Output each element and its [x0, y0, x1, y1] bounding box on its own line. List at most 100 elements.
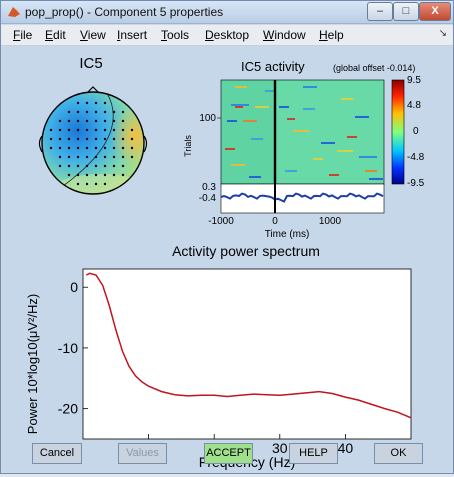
erp-xtick-0: 0: [272, 216, 278, 227]
menu-insert[interactable]: Insert: [117, 28, 147, 42]
electrode-dot: [58, 146, 62, 150]
electrode-dot: [94, 155, 98, 159]
electrode-dot: [94, 128, 98, 132]
electrode-dot: [94, 173, 98, 177]
electrode-dot: [103, 173, 107, 177]
electrode-dot: [85, 173, 89, 177]
menu-tools[interactable]: Tools: [161, 28, 189, 42]
menu-overflow-icon[interactable]: ↘: [438, 28, 447, 39]
electrode-dot: [130, 128, 134, 132]
erp-image-stripe: [337, 150, 353, 152]
electrode-dot: [85, 128, 89, 132]
psd-axes: 102030400-10-20: [58, 268, 412, 456]
menu-desktop[interactable]: Desktop: [205, 28, 249, 42]
erp-image-stripe: [303, 86, 317, 88]
electrode-dot: [67, 137, 71, 141]
minimize-button[interactable]: –: [367, 2, 393, 21]
accept-button[interactable]: ACCEPT: [204, 443, 253, 464]
erp-image-stripe: [321, 142, 335, 144]
colorbar-tick-min: -9.5: [407, 178, 425, 189]
erp-image-stripe: [293, 130, 309, 132]
erp-trace-tick-bottom: -0.4: [199, 193, 217, 204]
erp-image-stripe: [287, 118, 295, 120]
menu-insert-mnemonic: I: [117, 28, 121, 42]
electrode-dot: [58, 164, 62, 168]
psd-title: Activity power spectrum: [172, 243, 320, 259]
electrode-dot: [49, 146, 53, 150]
electrode-dot: [85, 101, 89, 105]
electrode-dot: [94, 101, 98, 105]
window-title: pop_prop() - Component 5 properties: [25, 5, 224, 19]
electrode-dot: [85, 164, 89, 168]
menu-file-mnemonic: F: [13, 28, 21, 42]
psd-ytick-label: -10: [58, 340, 78, 356]
erp-image-stripe: [303, 108, 315, 110]
electrode-dot: [67, 119, 71, 123]
help-button[interactable]: HELP: [289, 443, 338, 464]
electrode-dot: [112, 119, 116, 123]
electrode-dot: [94, 164, 98, 168]
electrode-dot: [76, 110, 80, 114]
menu-desktop-rest: esktop: [213, 28, 250, 42]
colorbar-tick-high: 4.8: [407, 100, 421, 111]
electrode-dot: [130, 146, 134, 150]
menu-window[interactable]: Window: [263, 28, 306, 42]
matlab-icon: [8, 7, 20, 17]
right-ear-icon: [143, 135, 148, 153]
erp-image-stripe: [231, 164, 245, 166]
menu-edit-mnemonic: E: [45, 28, 54, 42]
menu-desktop-mnemonic: D: [205, 28, 214, 42]
electrode-dot: [112, 164, 116, 168]
erp-xtick-1000: 1000: [319, 216, 342, 227]
close-button[interactable]: X: [419, 2, 451, 21]
electrode-dot: [67, 173, 71, 177]
electrode-dot: [112, 128, 116, 132]
menu-view[interactable]: View: [80, 28, 106, 42]
erp-image-stripe: [227, 120, 237, 122]
menu-help-rest: elp: [327, 28, 344, 42]
nose-icon: [86, 86, 100, 94]
electrode-dot: [112, 173, 116, 177]
electrode-dot: [103, 146, 107, 150]
ok-button[interactable]: OK: [374, 443, 423, 464]
electrode-dot: [94, 182, 98, 186]
electrode-dots: [49, 101, 134, 186]
erp-image-stripe: [235, 86, 247, 88]
colorbar-tick-max: 9.5: [407, 75, 421, 86]
electrode-dot: [76, 182, 80, 186]
erp-xtick-neg1000: -1000: [208, 216, 234, 227]
menu-help[interactable]: Help: [319, 28, 344, 42]
electrode-dot: [121, 155, 125, 159]
cancel-button[interactable]: Cancel: [32, 443, 82, 464]
figure-svg: IC5 IC5 activity (global offset -0.014) …: [25, 55, 425, 470]
electrode-dot: [112, 146, 116, 150]
electrode-dot: [58, 119, 62, 123]
erp-trace: [220, 183, 385, 214]
psd-series-line: [85, 272, 412, 419]
menu-edit[interactable]: Edit: [45, 28, 66, 42]
values-button[interactable]: Values: [118, 443, 167, 464]
menu-file[interactable]: File: [13, 28, 32, 42]
menu-edit-rest: dit: [53, 28, 66, 42]
maximize-button[interactable]: □: [393, 2, 419, 21]
psd-ytick-label: 0: [70, 279, 78, 295]
electrode-dot: [103, 137, 107, 141]
electrode-dot: [85, 146, 89, 150]
electrode-dot: [130, 155, 134, 159]
erp-image-stripe: [235, 106, 243, 108]
electrode-dot: [76, 119, 80, 123]
menu-bar: File Edit View Insert Tools Desktop Wind…: [1, 25, 453, 46]
electrode-dot: [103, 110, 107, 114]
electrode-dot: [49, 128, 53, 132]
erp-image-stripe: [355, 116, 369, 118]
electrode-dot: [112, 137, 116, 141]
electrode-dot: [103, 182, 107, 186]
electrode-dot: [58, 155, 62, 159]
erp-ytick-100: 100: [199, 113, 216, 124]
erp-image-stripe: [347, 136, 357, 138]
electrode-dot: [67, 128, 71, 132]
erp-trace-tick-top: 0.3: [202, 182, 216, 193]
menu-view-mnemonic: V: [80, 28, 88, 42]
erp-image-stripe: [285, 170, 297, 172]
electrode-dot: [121, 146, 125, 150]
